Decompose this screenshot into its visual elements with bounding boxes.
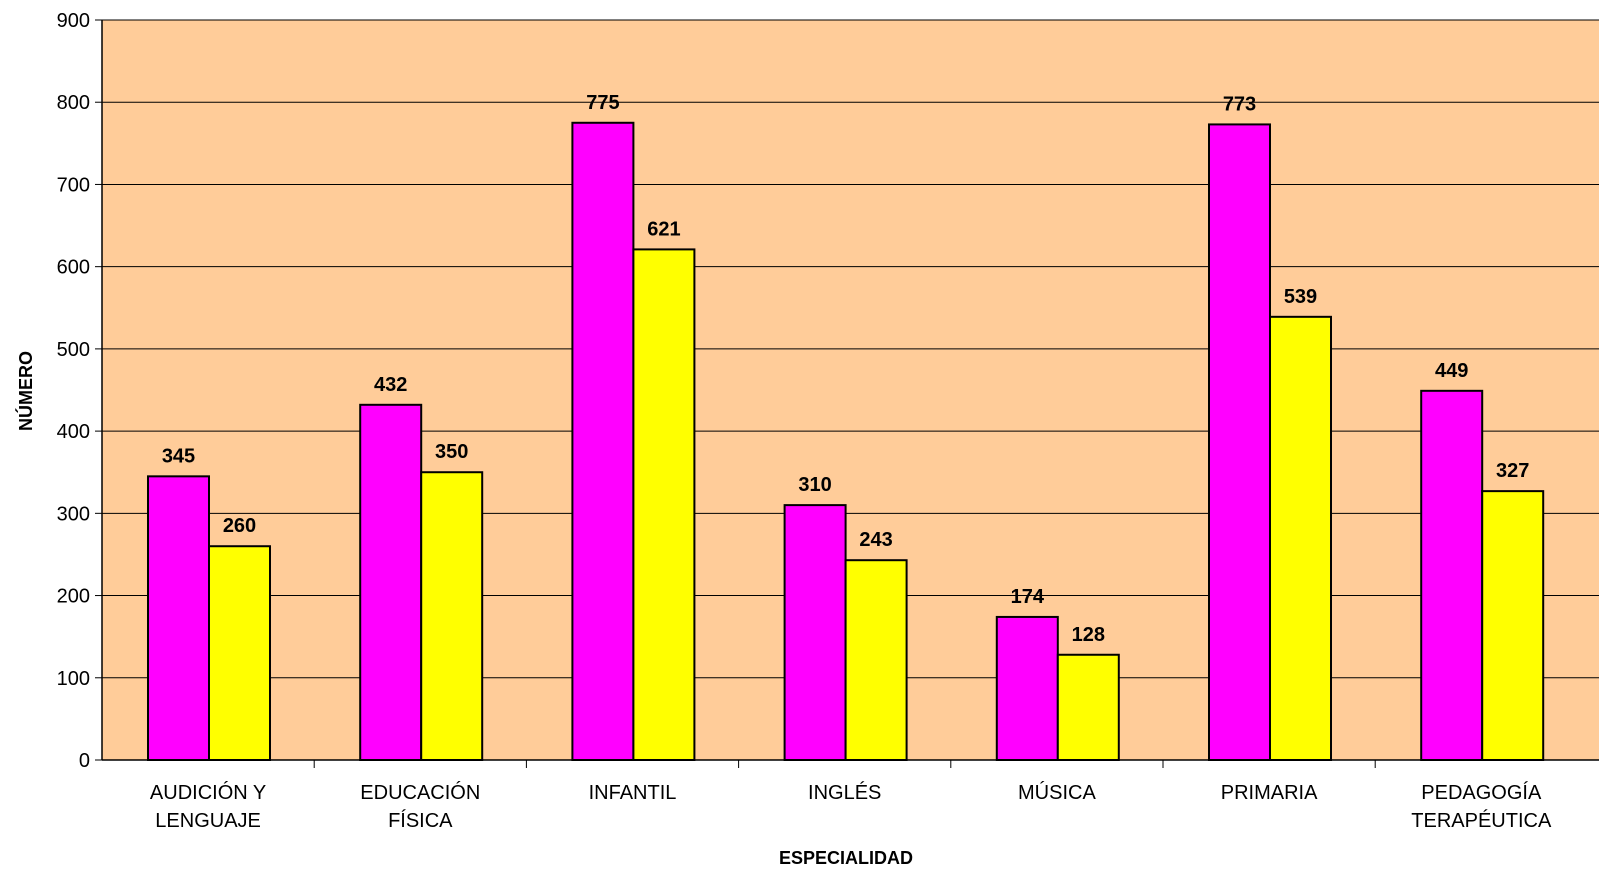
data-label: 621 (647, 218, 680, 240)
labels: 0 100 200 300 400 500 600 700 800 900 345 260 AUDICI… (57, 10, 1552, 832)
bar-series-1 (783, 504, 847, 761)
x-tick-label: PEDAGOGÍA (1421, 781, 1542, 804)
y-tick-label: 0 (79, 750, 90, 772)
data-label: 345 (162, 445, 195, 467)
y-tick-label: 200 (57, 586, 90, 608)
data-label: 775 (586, 92, 619, 114)
data-label: 773 (1223, 93, 1256, 115)
data-label: 350 (435, 441, 468, 463)
y-tick-label: 600 (57, 257, 90, 279)
x-tick-label: PRIMARIA (1221, 782, 1318, 804)
bars (147, 121, 1545, 762)
axes (95, 19, 1599, 768)
x-tick-label: TERAPÉUTICA (1411, 809, 1552, 832)
bar-series-1 (995, 615, 1059, 762)
data-label: 539 (1284, 286, 1317, 308)
data-label: 310 (798, 474, 831, 496)
x-axis-title: ESPECIALIDAD (779, 848, 913, 868)
bar-series-1 (1420, 389, 1484, 761)
data-label: 174 (1011, 586, 1045, 608)
bar-series-2 (1269, 315, 1332, 761)
bar-series-1 (359, 403, 423, 761)
data-label: 327 (1496, 460, 1529, 482)
data-label: 432 (374, 374, 407, 396)
y-tick-label: 700 (57, 174, 90, 196)
y-tick-label: 500 (57, 339, 90, 361)
x-tick-label: MÚSICA (1018, 781, 1096, 804)
data-label: 260 (223, 515, 256, 537)
data-label: 128 (1072, 624, 1105, 646)
y-axis-title: NÚMERO (15, 351, 36, 431)
x-tick-label: AUDICIÓN Y (150, 781, 266, 804)
bar-series-2 (420, 471, 484, 761)
bar-series-2 (208, 545, 271, 761)
y-tick-label: 900 (57, 10, 90, 32)
x-tick-label: INFANTIL (589, 782, 677, 804)
data-label: 449 (1435, 360, 1468, 382)
bar-series-1 (1208, 123, 1271, 761)
x-tick-label: FÍSICA (388, 809, 453, 832)
x-tick-label: INGLÉS (808, 781, 881, 804)
x-tick-label: EDUCACIÓN (360, 781, 480, 804)
bar-series-1 (147, 475, 210, 761)
bar-series-2 (1056, 653, 1120, 761)
data-label: 243 (859, 529, 892, 551)
y-tick-label: 100 (57, 668, 90, 690)
y-tick-label: 300 (57, 503, 90, 525)
y-tick-label: 800 (57, 92, 90, 114)
y-tick-label: 400 (57, 421, 90, 443)
bar-series-1 (571, 121, 635, 762)
bar-series-2 (844, 559, 908, 762)
bar-series-2 (1481, 490, 1545, 761)
bar-series-2 (632, 248, 696, 761)
x-tick-label: LENGUAJE (155, 810, 261, 832)
